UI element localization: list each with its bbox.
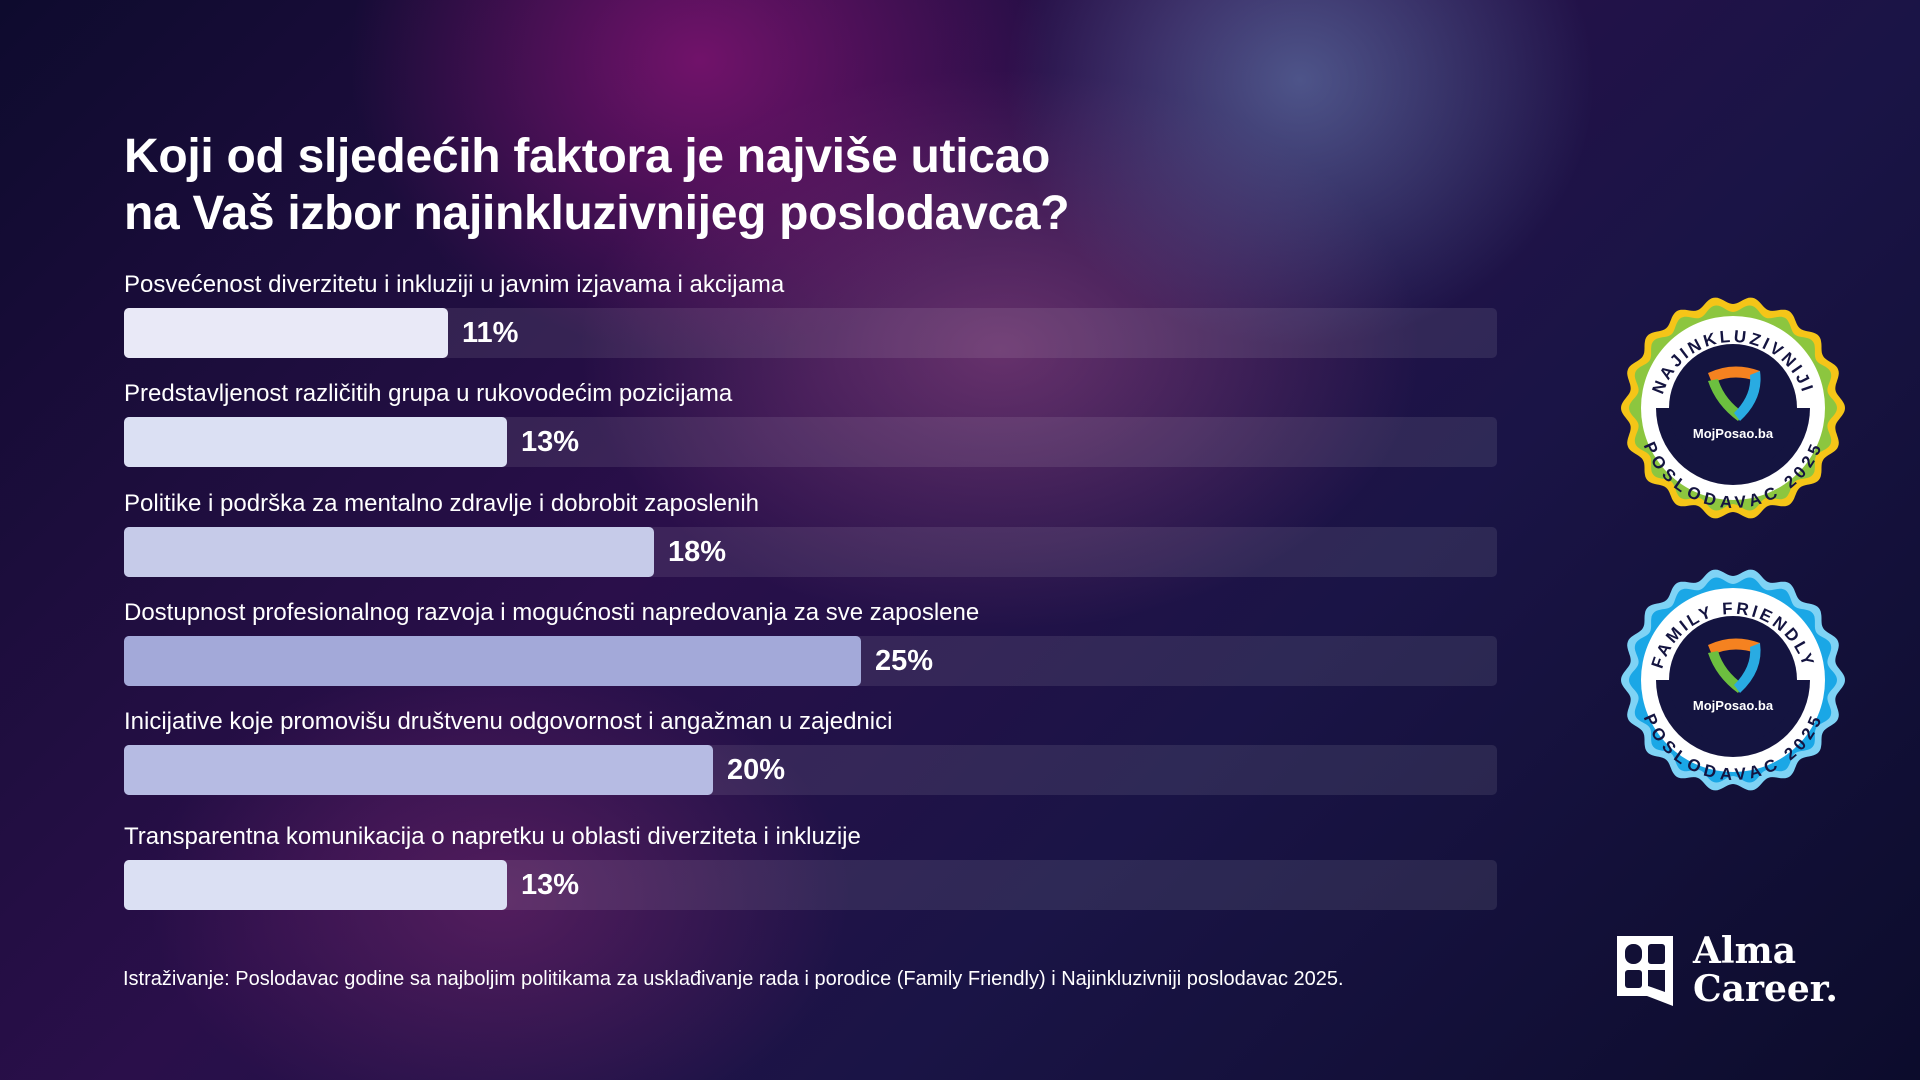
footnote: Istraživanje: Poslodavac godine sa najbo… — [123, 968, 1344, 990]
logo-text-line1: Alma — [1693, 930, 1797, 972]
title-line: Koji od sljedećih faktora je najviše uti… — [124, 130, 1051, 183]
logo-text-line2: Career. — [1693, 968, 1838, 1010]
category-label: Posvećenost diverzitetu i inkluziji u ja… — [124, 271, 785, 298]
category-label: Inicijative koje promovišu društvenu odg… — [124, 708, 893, 735]
value-label: 25% — [875, 645, 934, 677]
bar-track: 18% — [124, 527, 1497, 577]
bar-track: 13% — [124, 860, 1497, 910]
category-label: Dostupnost profesionalnog razvoja i mogu… — [124, 599, 980, 626]
bar-row: Posvećenost diverzitetu i inkluziji u ja… — [124, 270, 1497, 358]
value-label: 11% — [462, 317, 519, 349]
bar-track: 11% — [124, 308, 1497, 358]
bar-row: Inicijative koje promovišu društvenu odg… — [124, 707, 1497, 795]
chart-title: Koji od sljedećih faktora je najviše uti… — [124, 128, 1070, 242]
bar — [124, 308, 448, 358]
value-label: 13% — [521, 426, 580, 458]
title-line: na Vaš izbor najinkluzivnijeg poslodavca… — [124, 187, 1070, 240]
bar-row: Transparentna komunikacija o napretku u … — [124, 822, 1497, 910]
category-label: Transparentna komunikacija o napretku u … — [124, 823, 861, 850]
category-label: Predstavljenost različitih grupa u rukov… — [124, 380, 733, 407]
bar — [124, 860, 507, 910]
family-friendly-badge: FAMILY FRIENDLY POSLODAVAC 2025 MojPosao… — [1621, 569, 1845, 791]
bar-row: Politike i podrška za mentalno zdravlje … — [124, 489, 1497, 577]
mojposao-logo-icon — [1708, 638, 1761, 693]
bar — [124, 745, 713, 795]
badge-brand: MojPosao.ba — [1693, 698, 1774, 713]
bar — [124, 527, 654, 577]
bar-track: 13% — [124, 417, 1497, 467]
category-label: Politike i podrška za mentalno zdravlje … — [124, 490, 760, 517]
bar — [124, 636, 861, 686]
bar-row: Predstavljenost različitih grupa u rukov… — [124, 379, 1497, 467]
bar-row: Dostupnost profesionalnog razvoja i mogu… — [124, 598, 1497, 686]
bar — [124, 417, 507, 467]
najinkluzivniji-badge: NAJINKLUZIVNIJI POSLODAVAC 2025 MojPosao… — [1621, 297, 1845, 519]
badge-brand: MojPosao.ba — [1693, 426, 1774, 441]
bar-track: 20% — [124, 745, 1497, 795]
mojposao-logo-icon — [1708, 366, 1761, 421]
alma-career-logo-icon — [1617, 936, 1673, 1006]
value-label: 18% — [668, 536, 727, 568]
bar-track: 25% — [124, 636, 1497, 686]
value-label: 13% — [521, 869, 580, 901]
alma-career-logo: Alma Career. — [1613, 932, 1838, 1008]
value-label: 20% — [727, 754, 786, 786]
